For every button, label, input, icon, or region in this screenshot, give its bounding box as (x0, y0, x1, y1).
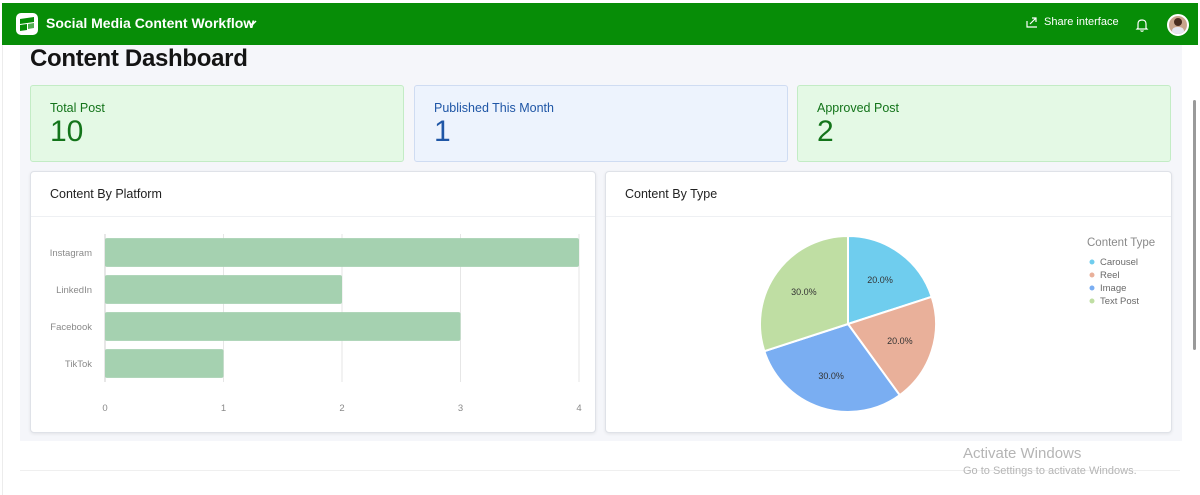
type-pie-chart: 20.0% 20.0% 30.0% 30.0% Content Type Carousel… (759, 234, 1155, 413)
bar[interactable] (105, 312, 461, 341)
page-edge (2, 45, 3, 495)
pie-slice[interactable] (759, 234, 849, 353)
x-tick-label: 3 (458, 403, 463, 414)
stat-label: Total Post (50, 101, 105, 115)
app-title[interactable]: Social Media Content Workflow (46, 15, 255, 31)
slice-percent-label: 20.0% (867, 275, 893, 285)
top-bar: Social Media Content Workflow Share inte… (2, 3, 1198, 45)
pie-slice[interactable] (763, 322, 902, 413)
pie-slice[interactable] (847, 234, 933, 326)
legend-marker (1089, 259, 1095, 265)
share-icon (1026, 17, 1037, 28)
pie-slice[interactable] (846, 295, 937, 397)
x-tick-label: 2 (339, 403, 344, 414)
stat-label: Published This Month (434, 101, 554, 115)
y-tick-label: TikTok (65, 359, 92, 370)
dashboard-area: Content Dashboard Total Post 10 Publishe… (20, 45, 1182, 441)
watermark-title: Activate Windows (963, 445, 1082, 462)
user-avatar[interactable] (1167, 14, 1189, 36)
y-tick-label: LinkedIn (56, 285, 92, 296)
stat-card-approved-post: Approved Post 2 (797, 85, 1171, 162)
card-title: Content By Platform (31, 172, 595, 217)
legend-item[interactable]: Text Post (1100, 296, 1139, 307)
card-title: Content By Type (606, 172, 1171, 217)
legend-item[interactable]: Reel (1100, 270, 1120, 281)
bar[interactable] (105, 238, 579, 267)
slice-percent-label: 30.0% (818, 371, 844, 381)
bar[interactable] (105, 349, 224, 378)
watermark-subtitle: Go to Settings to activate Windows. (963, 465, 1137, 477)
y-tick-label: Facebook (50, 322, 92, 333)
x-tick-label: 4 (576, 403, 581, 414)
share-interface-button[interactable]: Share interface (1026, 16, 1119, 28)
platform-bar-chart: 0 1 2 3 4 Instagram LinkedIn Facebook TikTok (50, 234, 582, 414)
legend-marker (1089, 285, 1095, 291)
stat-value: 1 (434, 115, 451, 148)
x-tick-label: 0 (102, 403, 107, 414)
platform-chart-card: Content By Platform 0 1 2 3 4 Instagram Linked… (30, 171, 596, 433)
legend-item[interactable]: Carousel (1100, 257, 1138, 268)
chevron-down-icon[interactable] (246, 17, 258, 29)
y-tick-label: Instagram (50, 248, 92, 259)
legend-item[interactable]: Image (1100, 283, 1126, 294)
stat-value: 2 (817, 115, 834, 148)
stat-value: 10 (50, 115, 84, 148)
legend-marker (1089, 298, 1095, 304)
slice-percent-label: 30.0% (791, 287, 817, 297)
notification-bell-icon[interactable] (1135, 18, 1149, 32)
stat-card-published-this-month: Published This Month 1 (414, 85, 788, 162)
stat-label: Approved Post (817, 101, 899, 115)
app-logo-icon[interactable] (16, 13, 38, 35)
activate-windows-watermark: Activate Windows Go to Settings to activ… (963, 445, 1137, 477)
type-chart-card: Content By Type 20.0% 20.0% 30.0% 30.0% Cont… (605, 171, 1172, 433)
scrollbar[interactable] (1193, 100, 1196, 350)
divider (20, 470, 1180, 471)
page-title: Content Dashboard (30, 45, 248, 72)
share-label: Share interface (1044, 16, 1119, 28)
slice-percent-label: 20.0% (887, 336, 913, 346)
legend-title: Content Type (1087, 237, 1155, 249)
x-tick-label: 1 (221, 403, 226, 414)
stat-card-total-post: Total Post 10 (30, 85, 404, 162)
legend-marker (1089, 272, 1095, 278)
bar[interactable] (105, 275, 342, 304)
